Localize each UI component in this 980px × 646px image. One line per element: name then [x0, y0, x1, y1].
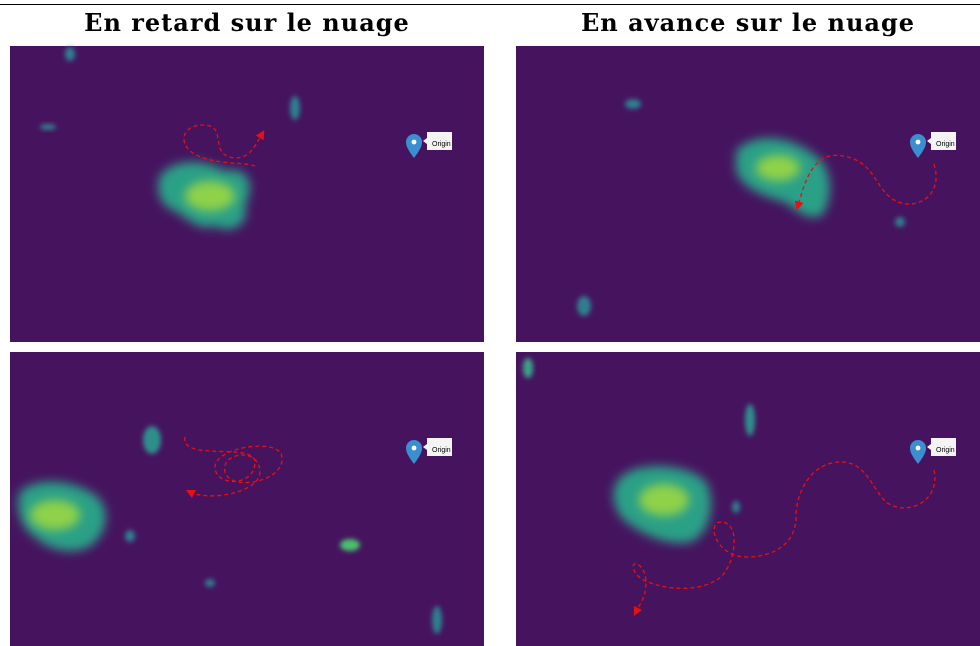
- top-rule: [0, 4, 980, 5]
- marker-label: Origin: [432, 447, 451, 454]
- panel: Origin: [516, 46, 980, 342]
- panel: Origin: [10, 352, 484, 646]
- panel: Origin: [516, 352, 980, 646]
- marker-label: Origin: [936, 141, 955, 148]
- marker-label: Origin: [432, 141, 451, 148]
- column-title: En avance sur le nuage: [580, 8, 916, 37]
- column-title: En retard sur le nuage: [84, 8, 410, 37]
- marker-label: Origin: [936, 447, 955, 454]
- panel: Origin: [10, 46, 484, 342]
